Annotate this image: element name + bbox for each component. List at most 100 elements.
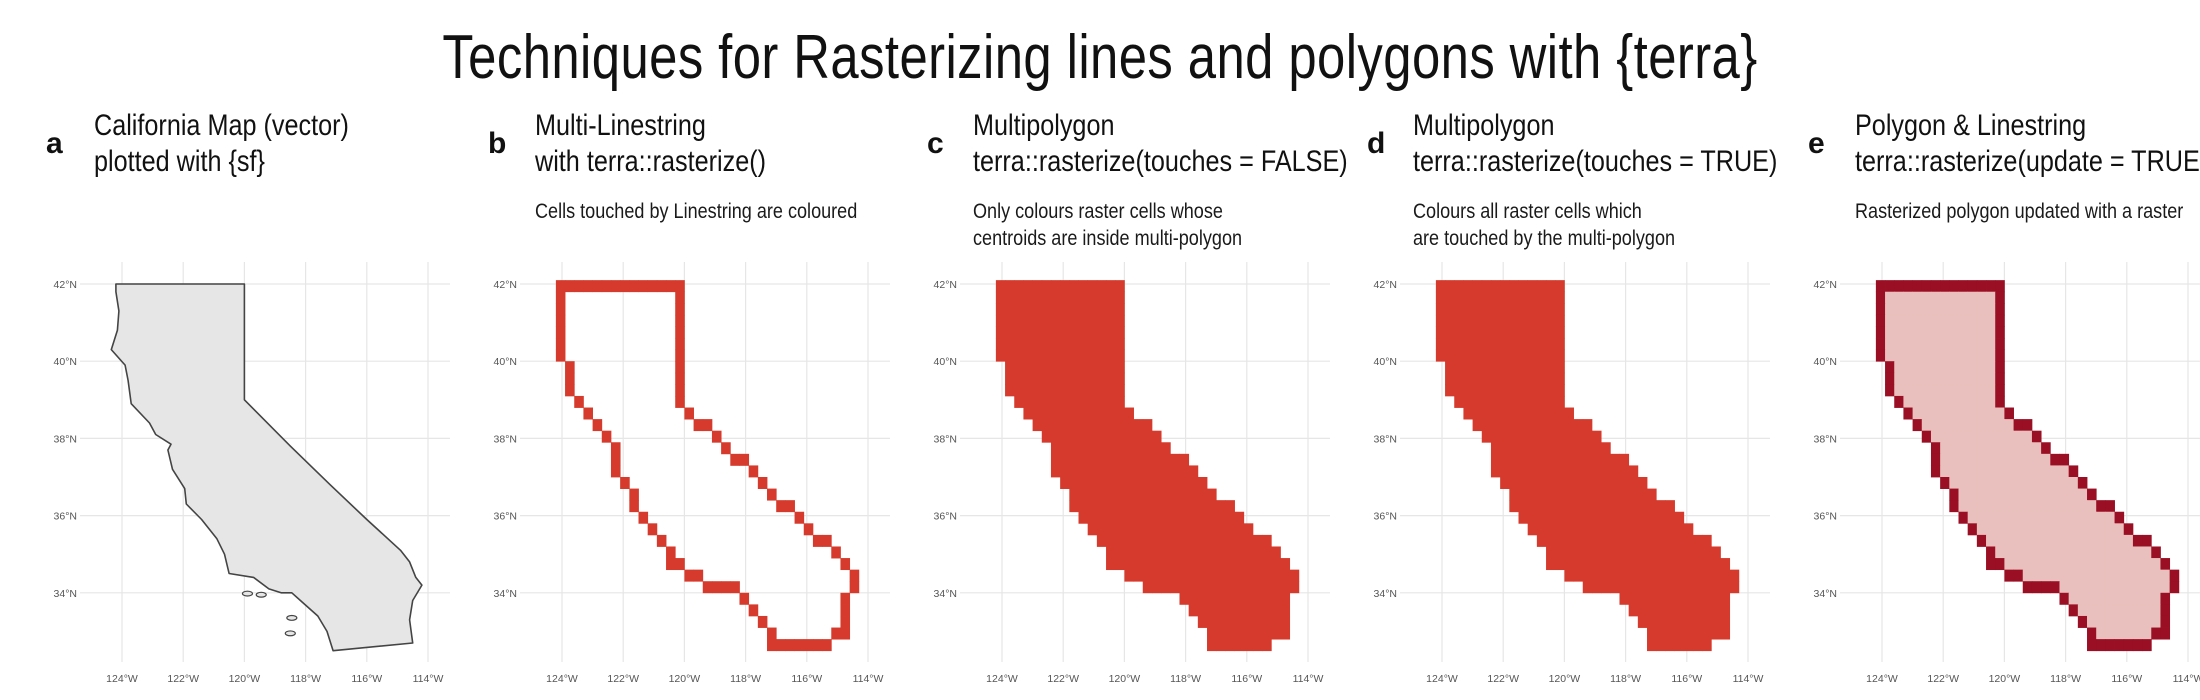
raster-edge-cell bbox=[1894, 395, 1904, 408]
raster-cell bbox=[1518, 338, 1529, 351]
raster-cell bbox=[1656, 604, 1666, 617]
raster-fill-cell bbox=[1903, 349, 1913, 362]
raster-cell bbox=[1106, 349, 1116, 362]
raster-cell bbox=[1509, 500, 1519, 513]
raster-cell bbox=[1115, 419, 1125, 432]
y-tick-label: 36°N bbox=[54, 511, 77, 523]
panel-d-map: 124°W 122°W 120°W 118°W 116°W 114°W42°N40°N38… bbox=[1374, 262, 1770, 685]
raster-cell bbox=[1527, 511, 1538, 524]
raster-cell bbox=[1546, 488, 1556, 501]
raster-cell bbox=[1472, 280, 1483, 293]
raster-fill-cell bbox=[2068, 581, 2079, 594]
raster-cell bbox=[693, 419, 704, 432]
raster-cell bbox=[1656, 558, 1666, 571]
raster-fill-cell bbox=[2077, 534, 2088, 547]
raster-cell bbox=[1500, 314, 1510, 327]
raster-edge-cell bbox=[1995, 291, 2005, 304]
raster-fill-cell bbox=[1976, 477, 1987, 489]
raster-fill-cell bbox=[1986, 453, 1996, 466]
raster-cell bbox=[583, 280, 593, 293]
raster-cell bbox=[1050, 395, 1061, 408]
raster-fill-cell bbox=[2087, 546, 2097, 559]
raster-cell bbox=[1527, 361, 1538, 374]
raster-cell bbox=[1041, 326, 1052, 339]
raster-fill-cell bbox=[2114, 581, 2125, 594]
raster-fill-cell bbox=[2022, 534, 2033, 547]
raster-cell bbox=[1591, 430, 1602, 443]
raster-cell bbox=[1674, 627, 1685, 640]
raster-cell bbox=[1271, 615, 1281, 628]
raster-fill-cell bbox=[2087, 523, 2097, 536]
raster-cell bbox=[1170, 581, 1180, 594]
raster-cell bbox=[1096, 407, 1107, 420]
raster-cell bbox=[1087, 349, 1098, 362]
raster-fill-cell bbox=[1958, 395, 1969, 408]
raster-cell bbox=[1151, 477, 1162, 489]
raster-cell bbox=[1060, 361, 1070, 374]
raster-edge-cell bbox=[1986, 558, 1996, 571]
raster-fill-cell bbox=[2013, 523, 2024, 536]
raster-cell bbox=[1454, 338, 1464, 351]
raster-edge-cell bbox=[1949, 500, 1959, 513]
raster-cell bbox=[1078, 395, 1089, 408]
raster-cell bbox=[1564, 442, 1574, 455]
raster-cell bbox=[1481, 407, 1492, 420]
raster-cell bbox=[1702, 627, 1712, 640]
raster-cell bbox=[1490, 326, 1501, 339]
raster-fill-cell bbox=[1949, 291, 1959, 304]
raster-fill-cell bbox=[2059, 477, 2070, 489]
raster-cell bbox=[1463, 326, 1473, 339]
raster-cell bbox=[1087, 477, 1098, 489]
raster-cell bbox=[1582, 465, 1593, 478]
raster-fill-cell bbox=[1976, 511, 1987, 524]
raster-cell bbox=[1225, 581, 1235, 594]
raster-cell bbox=[1041, 291, 1052, 304]
raster-cell bbox=[1674, 581, 1685, 594]
raster-cell bbox=[739, 592, 750, 605]
raster-cell bbox=[1252, 534, 1263, 547]
raster-fill-cell bbox=[2059, 500, 2070, 513]
raster-cell bbox=[1555, 303, 1565, 316]
raster-fill-cell bbox=[1930, 372, 1941, 385]
raster-fill-cell bbox=[2004, 558, 2014, 571]
raster-cell bbox=[1014, 280, 1024, 293]
raster-cell bbox=[1729, 569, 1740, 582]
raster-cell bbox=[1225, 639, 1235, 652]
raster-cell bbox=[1546, 326, 1556, 339]
raster-fill-cell bbox=[1921, 372, 1932, 385]
raster-edge-cell bbox=[1930, 280, 1941, 293]
raster-cell bbox=[1454, 372, 1464, 385]
raster-fill-cell bbox=[2013, 534, 2024, 547]
y-tick-label: 42°N bbox=[934, 279, 957, 291]
raster-fill-cell bbox=[2105, 558, 2115, 571]
raster-cell bbox=[1500, 465, 1510, 478]
raster-fill-cell bbox=[1986, 534, 1996, 547]
raster-cell bbox=[1628, 477, 1639, 489]
raster-cell bbox=[1041, 407, 1052, 420]
raster-cell bbox=[1546, 314, 1556, 327]
raster-cell bbox=[1564, 511, 1574, 524]
raster-cell bbox=[693, 569, 704, 582]
raster-fill-cell bbox=[2022, 465, 2033, 478]
raster-edge-cell bbox=[2013, 419, 2024, 432]
raster-fill-cell bbox=[2123, 604, 2134, 617]
raster-fill-cell bbox=[1967, 465, 1978, 478]
raster-cell bbox=[1151, 546, 1162, 559]
raster-fill-cell bbox=[1995, 534, 2005, 547]
raster-cell bbox=[1546, 349, 1556, 362]
raster-cell bbox=[1463, 349, 1473, 362]
raster-cell bbox=[1555, 338, 1565, 351]
raster-edge-cell bbox=[1976, 280, 1987, 293]
raster-cell bbox=[1142, 488, 1153, 501]
raster-fill-cell bbox=[2096, 604, 2106, 617]
raster-cell bbox=[1509, 314, 1519, 327]
raster-cell bbox=[1665, 546, 1675, 559]
raster-cell bbox=[1133, 488, 1144, 501]
raster-cell bbox=[1656, 639, 1666, 652]
raster-fill-cell bbox=[1976, 395, 1987, 408]
raster-cell bbox=[1216, 523, 1226, 536]
raster-cell bbox=[1628, 534, 1639, 547]
raster-fill-cell bbox=[1921, 314, 1932, 327]
raster-fill-cell bbox=[1912, 326, 1923, 339]
raster-cell bbox=[1454, 303, 1464, 316]
